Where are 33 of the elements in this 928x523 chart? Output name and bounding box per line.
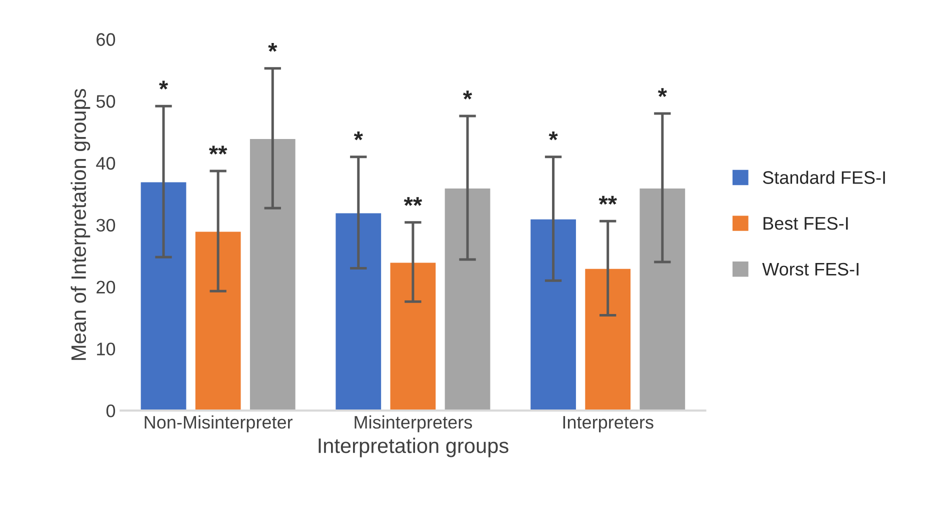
bar bbox=[388, 261, 438, 411]
y-tick-label: 10 bbox=[97, 342, 116, 356]
annotation: * bbox=[268, 43, 278, 52]
x-tick-label: Misinterpreters bbox=[354, 415, 472, 432]
bar bbox=[584, 268, 632, 411]
bar bbox=[443, 187, 492, 411]
bar bbox=[638, 187, 686, 411]
bar bbox=[334, 212, 382, 411]
x-tick-label: Interpreters bbox=[563, 416, 654, 432]
bar bbox=[139, 180, 188, 411]
x-axis-title: Interpretation groups bbox=[318, 438, 508, 458]
annotation: * bbox=[158, 80, 168, 90]
legend-label: Standard FES-I bbox=[762, 170, 885, 184]
y-tick-label: 30 bbox=[96, 218, 116, 232]
bar bbox=[248, 138, 297, 411]
annotation: ** bbox=[208, 146, 228, 155]
x-tick-label: Non-Misinterpreter bbox=[144, 415, 293, 432]
annotation: * bbox=[548, 132, 558, 140]
bar bbox=[529, 218, 578, 411]
y-tick-label: 50 bbox=[96, 95, 116, 108]
annotation: ** bbox=[404, 197, 422, 206]
bar bbox=[194, 230, 242, 411]
legend-label: Best FES-I bbox=[764, 217, 848, 230]
y-tick-label: 20 bbox=[96, 280, 116, 294]
legend-label: Worst FES-I bbox=[762, 262, 858, 276]
annotation: * bbox=[658, 88, 667, 97]
y-tick-label: 40 bbox=[96, 156, 116, 170]
annotation: ** bbox=[598, 196, 618, 205]
annotation: * bbox=[354, 132, 363, 140]
annotation: * bbox=[463, 90, 472, 100]
y-axis-title: Mean of Interpretation groups bbox=[70, 88, 90, 360]
y-tick-label: 0 bbox=[106, 404, 116, 418]
y-tick-label: 60 bbox=[96, 33, 116, 46]
